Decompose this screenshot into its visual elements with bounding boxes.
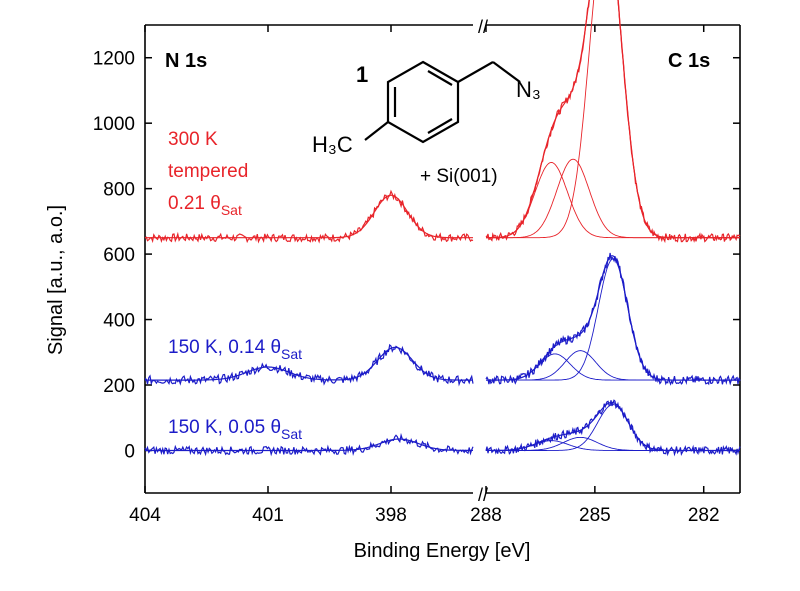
fit-component (486, 440, 740, 451)
x-tick-label: 285 (579, 505, 611, 526)
fit-component (486, 158, 740, 239)
theta-subscript: Sat (281, 426, 302, 442)
y-tick-label: 0 (124, 441, 135, 462)
series-0 (144, 0, 741, 244)
series-annotations: 300 K tempered 0.21 θSat 150 K, 0.14 θSat 15… (168, 129, 302, 442)
series-2 (144, 399, 741, 457)
x-tick-label: 401 (252, 505, 284, 526)
molecule-number: 1 (356, 62, 368, 87)
x-axis-label: Binding Energy [eV] (354, 540, 531, 562)
x-tick-label: 404 (129, 505, 161, 526)
panel-title-n1s: N 1s (165, 50, 207, 72)
axis-break-bottom: // (478, 485, 488, 505)
x-tick-label: 288 (470, 505, 502, 526)
axes-frame (144, 24, 741, 494)
spectrum-trace (485, 399, 741, 457)
ch2-bond-1 (457, 61, 494, 83)
axis-break-top: // (478, 17, 488, 37)
theta-subscript: Sat (281, 346, 302, 362)
series-1 (144, 252, 741, 387)
ring-double-bond-3 (427, 118, 453, 134)
y-tick-label: 1000 (93, 114, 135, 135)
methyl-bond (364, 121, 389, 141)
fit-envelope (486, 401, 740, 452)
fit-envelope (145, 346, 473, 381)
series-layer (144, 0, 741, 457)
y-tick-label: 400 (103, 311, 135, 332)
series-label-line: 150 K, 0.05 θSat (168, 417, 302, 442)
fit-component (486, 258, 740, 381)
fit-component (486, 162, 740, 239)
molecule-structure (364, 60, 521, 144)
methyl-label: H₃C (312, 132, 353, 157)
series-label-line: 300 K (168, 129, 218, 150)
substrate-label: + Si(001) (420, 166, 498, 187)
fit-envelope (486, 255, 740, 381)
fit-component (486, 353, 740, 381)
fit-envelope (145, 194, 473, 239)
fit-component (486, 350, 740, 381)
spectrum-trace (485, 0, 741, 244)
series-label-line: 150 K, 0.14 θSat (168, 337, 302, 362)
series-label-line: tempered (168, 161, 248, 182)
y-axis-label: Signal [a.u., a.o.] (45, 205, 67, 355)
panel-title-c1s: C 1s (668, 50, 710, 72)
y-tick-label: 800 (103, 180, 135, 201)
ring-double-bond-2 (427, 70, 453, 86)
spectrum-trace (485, 252, 741, 386)
spectrum-trace (144, 432, 474, 457)
x-tick-label: 398 (375, 505, 407, 526)
benzene-ring (386, 60, 460, 144)
theta-subscript: Sat (221, 202, 242, 218)
axis-ticks: 0 200 400 600 800 1000 1200 404 401 398 288 285 282 (93, 25, 740, 526)
fit-component (486, 404, 740, 451)
fit-component (486, 0, 740, 239)
fit-envelope (145, 438, 473, 452)
y-tick-label: 200 (103, 376, 135, 397)
series-label-line: 0.21 θSat (168, 193, 242, 218)
fit-envelope (486, 0, 740, 239)
y-tick-label: 1200 (93, 49, 135, 70)
y-tick-label: 600 (103, 245, 135, 266)
x-tick-label: 282 (688, 505, 720, 526)
azide-label: N₃ (516, 77, 541, 102)
ch2-bond-2 (492, 61, 521, 83)
